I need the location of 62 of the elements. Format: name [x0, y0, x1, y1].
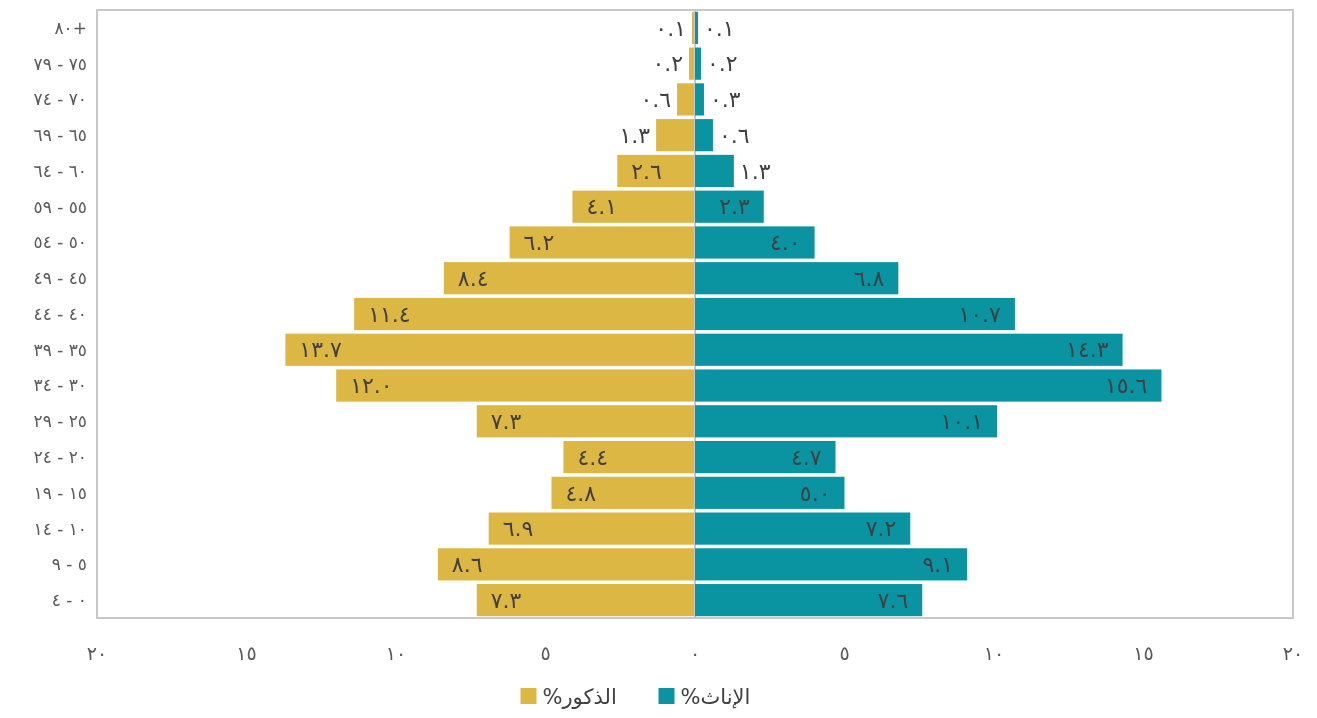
x-tick-label: ٢٠: [1282, 642, 1304, 664]
data-label: ٧.٦: [877, 587, 909, 613]
y-tick-label: ٣٥ - ٣٩: [33, 339, 87, 360]
y-tick-label: ٧٥ - ٧٩: [33, 53, 87, 74]
x-tick-label: ٠: [689, 642, 701, 664]
data-label: ١٤.٣: [1066, 337, 1109, 363]
data-label: ١٠.١: [940, 408, 983, 434]
data-label: ٧.٣: [490, 587, 522, 613]
data-label: ١٢.٠: [350, 373, 393, 399]
data-label: ٤.١: [586, 194, 618, 220]
data-label: ٦.٨: [853, 265, 885, 291]
y-tick-label: ٤٥ - ٤٩: [33, 268, 87, 289]
x-tick-label: ٥: [540, 642, 551, 664]
data-label: ٠.٣: [709, 87, 741, 113]
y-tick-label: ٤٠ - ٤٤: [33, 303, 87, 324]
data-label: ٨.٤: [457, 265, 489, 291]
data-label: ١٠.٧: [958, 301, 1002, 327]
data-label: ٠.٢: [706, 51, 738, 77]
data-label: ٦.٢: [523, 230, 555, 256]
data-label: ٧.٣: [490, 408, 522, 434]
y-tick-label: ٥ - ٩: [51, 554, 87, 575]
y-tick-label: ١٠ - ١٤: [33, 518, 87, 539]
legend-label: %الإناث: [680, 685, 751, 709]
y-tick-label: ٢٠ - ٢٤: [33, 447, 87, 468]
data-label: ٦.٩: [502, 516, 534, 542]
data-label: ٤.٠: [769, 230, 801, 256]
data-label: ١٥.٦: [1104, 373, 1148, 399]
y-tick-label: ١٥ - ١٩: [33, 482, 87, 503]
data-label: ١١.٤: [368, 301, 411, 327]
data-label: ٠.٦: [718, 122, 750, 148]
y-tick-label: ٨٠+: [54, 17, 87, 38]
data-label: ٠.٦: [640, 87, 672, 113]
data-label: ٠.١: [703, 15, 735, 41]
x-tick-label: ١٥: [236, 642, 257, 664]
x-tick-label: ١٥: [1133, 642, 1154, 664]
x-tick-label: ١٠: [983, 642, 1005, 664]
data-label: ١.٣: [739, 158, 771, 184]
legend-label: %الذكور: [542, 685, 617, 709]
y-tick-label: ٧٠ - ٧٤: [33, 89, 87, 110]
x-tick-label: ١٠: [385, 642, 407, 664]
y-tick-label: ٢٥ - ٢٩: [33, 411, 87, 432]
data-label: ٥.٠: [799, 480, 831, 506]
y-tick-label: ٠ - ٤: [51, 590, 87, 611]
x-tick-label: ٥: [839, 642, 850, 664]
x-tick-label: ٢٠: [86, 642, 108, 664]
data-label: ٤.٤: [577, 444, 609, 470]
data-label: ٢.٦: [631, 158, 662, 184]
y-tick-label: ٥٠ - ٥٤: [33, 232, 87, 253]
data-label: ١٣.٧: [299, 337, 342, 363]
data-label: ١.٣: [619, 122, 651, 148]
data-label: ٤.٨: [565, 480, 597, 506]
data-label: ٩.١: [922, 552, 954, 578]
data-label: ٠.٢: [652, 51, 684, 77]
y-tick-label: ٦٥ - ٦٩: [33, 125, 87, 146]
data-label: ٧.٢: [865, 516, 897, 542]
data-label: ٠.١: [655, 15, 687, 41]
data-label: ٨.٦: [451, 552, 483, 578]
data-label: ٤.٧: [790, 444, 822, 470]
data-label: ٢.٣: [719, 194, 750, 220]
y-tick-label: ٦٠ - ٦٤: [33, 160, 87, 181]
y-tick-label: ٣٠ - ٣٤: [33, 375, 87, 396]
y-tick-label: ٥٥ - ٥٩: [33, 196, 87, 217]
